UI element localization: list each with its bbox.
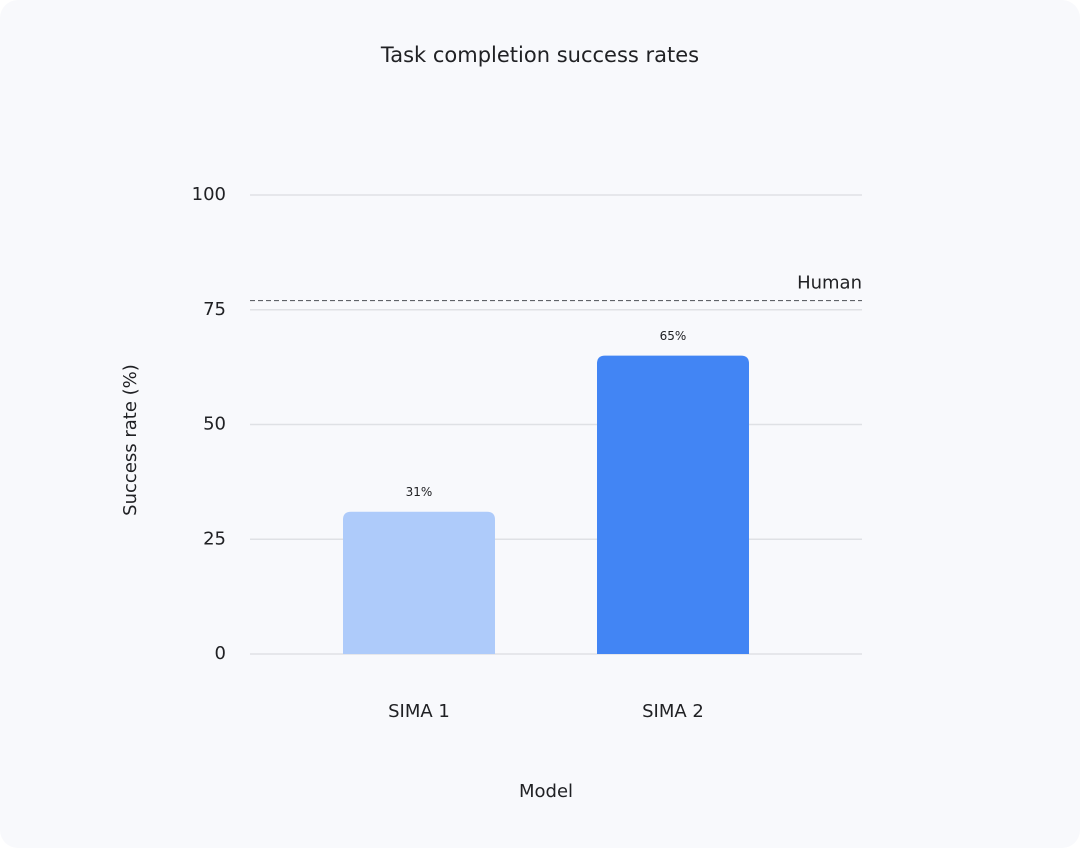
x-axis-label: Model [519,781,573,802]
x-tick-label: SIMA 2 [642,701,704,722]
x-tick-label: SIMA 1 [388,701,450,722]
y-tick-label: 0 [215,643,226,664]
value-label: 31% [406,485,433,499]
y-axis-label: Success rate (%) [120,364,141,516]
y-tick-label: 75 [203,299,226,320]
y-tick-label: 100 [192,184,226,205]
bar [597,355,749,654]
bar [343,511,495,654]
y-tick-label: 50 [203,414,226,435]
y-tick-label: 25 [203,528,226,549]
value-label: 65% [660,329,687,343]
reference-label: Human [797,273,862,294]
chart-title: Task completion success rates [380,43,699,67]
